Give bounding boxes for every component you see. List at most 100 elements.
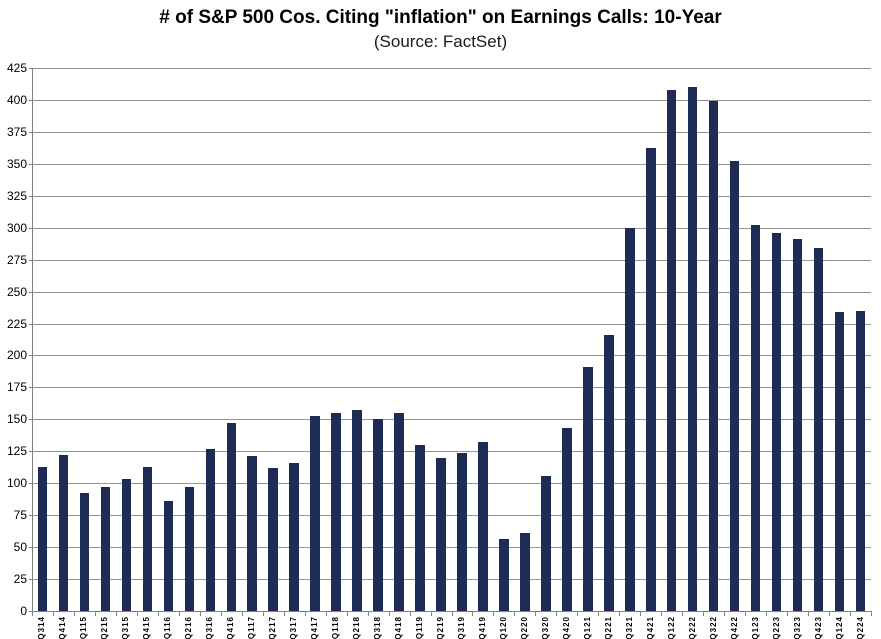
x-boundary-tick-10 (241, 612, 243, 616)
bar-Q220 (520, 533, 530, 611)
x-boundary-tick-6 (157, 612, 159, 616)
bar-Q117 (247, 456, 257, 611)
x-tick-label-Q318: Q318 (373, 616, 383, 639)
chart-subtitle: (Source: FactSet) (373, 32, 508, 51)
x-tick-label-Q123: Q123 (750, 616, 760, 639)
y-tick-label-100: 100 (6, 476, 27, 490)
bar-Q315 (121, 479, 132, 611)
chart-title: # of S&P 500 Cos. Citing "inflation" on … (159, 7, 722, 28)
bar-Q416 (226, 423, 236, 611)
x-tick-label-Q121: Q121 (582, 616, 592, 639)
x-tick-label-Q320: Q320 (540, 616, 550, 639)
y-tick-225 (29, 324, 32, 325)
gridline-125 (32, 451, 871, 452)
x-tick-label-Q420: Q420 (561, 616, 571, 639)
x-boundary-tick-17 (388, 612, 390, 616)
x-boundary-tick-23 (514, 612, 516, 616)
x-tick-label-Q219: Q219 (436, 616, 445, 639)
x-tick-label-Q217: Q217 (268, 616, 278, 639)
gridline-150 (32, 419, 871, 420)
gridline-300 (32, 228, 871, 229)
x-boundary-tick-20 (451, 612, 453, 616)
x-boundary-tick-35 (766, 612, 768, 616)
x-tick-label-Q118: Q118 (331, 616, 341, 639)
x-boundary-tick-39 (850, 612, 852, 616)
x-tick-label-Q222: Q222 (687, 616, 697, 639)
gridline-225 (32, 324, 871, 325)
x-boundary-tick-32 (703, 612, 705, 616)
x-tick-label-Q323: Q323 (792, 616, 802, 639)
gridline-375 (32, 132, 871, 133)
x-tick-label-Q415: Q415 (142, 616, 152, 639)
gridline-425 (32, 68, 871, 69)
bar-Q118 (331, 412, 341, 611)
x-tick-label-Q215: Q215 (100, 616, 110, 639)
x-tick-label-Q419: Q419 (477, 616, 487, 639)
gridline-200 (32, 355, 871, 356)
x-boundary-tick-15 (346, 612, 348, 616)
y-axis-line (32, 68, 33, 611)
y-tick-label-125: 125 (6, 444, 27, 458)
bar-Q319 (457, 452, 467, 611)
x-boundary-tick-18 (409, 612, 411, 616)
x-tick-label-Q216: Q216 (184, 616, 194, 639)
y-tick-label-250: 250 (6, 285, 27, 299)
y-tick-400 (29, 100, 32, 101)
x-boundary-tick-33 (724, 612, 726, 616)
x-tick-label-Q220: Q220 (519, 616, 529, 639)
bar-Q122 (666, 89, 677, 611)
y-tick-label-325: 325 (6, 189, 27, 203)
bar-Q414 (58, 455, 69, 611)
y-tick-label-300: 300 (6, 221, 27, 235)
y-tick-label-225: 225 (6, 317, 27, 331)
x-boundary-tick-16 (367, 612, 369, 616)
x-tick-label-Q422: Q422 (729, 616, 739, 639)
x-boundary-tick-34 (745, 612, 747, 616)
x-boundary-tick-12 (283, 612, 285, 616)
x-tick-label-Q321: Q321 (624, 616, 634, 639)
y-tick-label-275: 275 (6, 253, 27, 267)
y-tick-label-200: 200 (6, 348, 27, 362)
x-tick-label-Q423: Q423 (813, 616, 823, 639)
x-boundary-tick-9 (220, 612, 222, 616)
gridline-50 (32, 547, 871, 548)
x-boundary-tick-0 (32, 612, 33, 616)
y-tick-75 (29, 515, 32, 516)
bar-Q119 (415, 444, 425, 611)
x-boundary-tick-40 (871, 612, 872, 616)
x-boundary-tick-1 (52, 612, 54, 616)
bar-Q121 (583, 366, 593, 611)
x-tick-label-Q414: Q414 (58, 616, 68, 639)
x-tick-label-Q223: Q223 (771, 616, 781, 639)
y-tick-label-175: 175 (6, 380, 27, 394)
x-boundary-tick-4 (115, 612, 117, 616)
bar-Q419 (478, 442, 488, 611)
bar-Q317 (289, 462, 299, 611)
x-boundary-tick-11 (262, 612, 264, 616)
x-boundary-tick-22 (493, 612, 495, 616)
x-tick-label-Q416: Q416 (226, 616, 236, 639)
bar-Q215 (100, 487, 111, 611)
x-boundary-tick-2 (73, 612, 75, 616)
y-tick-275 (29, 260, 32, 261)
y-tick-425 (29, 68, 32, 69)
bar-Q423 (813, 248, 824, 611)
y-tick-label-150: 150 (6, 412, 27, 426)
x-tick-label-Q119: Q119 (415, 616, 425, 639)
y-tick-25 (29, 579, 32, 580)
x-tick-label-Q315: Q315 (121, 616, 131, 639)
x-boundary-tick-30 (661, 612, 663, 616)
x-axis-line (32, 611, 872, 612)
gridline-400 (32, 100, 871, 101)
bar-Q415 (142, 466, 153, 611)
x-boundary-tick-24 (535, 612, 537, 616)
y-tick-175 (29, 387, 32, 388)
y-tick-150 (29, 419, 32, 420)
y-tick-125 (29, 451, 32, 452)
x-tick-label-Q115: Q115 (79, 616, 89, 639)
bar-Q115 (79, 493, 90, 611)
bar-Q318 (373, 419, 383, 611)
gridline-75 (32, 515, 871, 516)
y-tick-350 (29, 164, 32, 165)
